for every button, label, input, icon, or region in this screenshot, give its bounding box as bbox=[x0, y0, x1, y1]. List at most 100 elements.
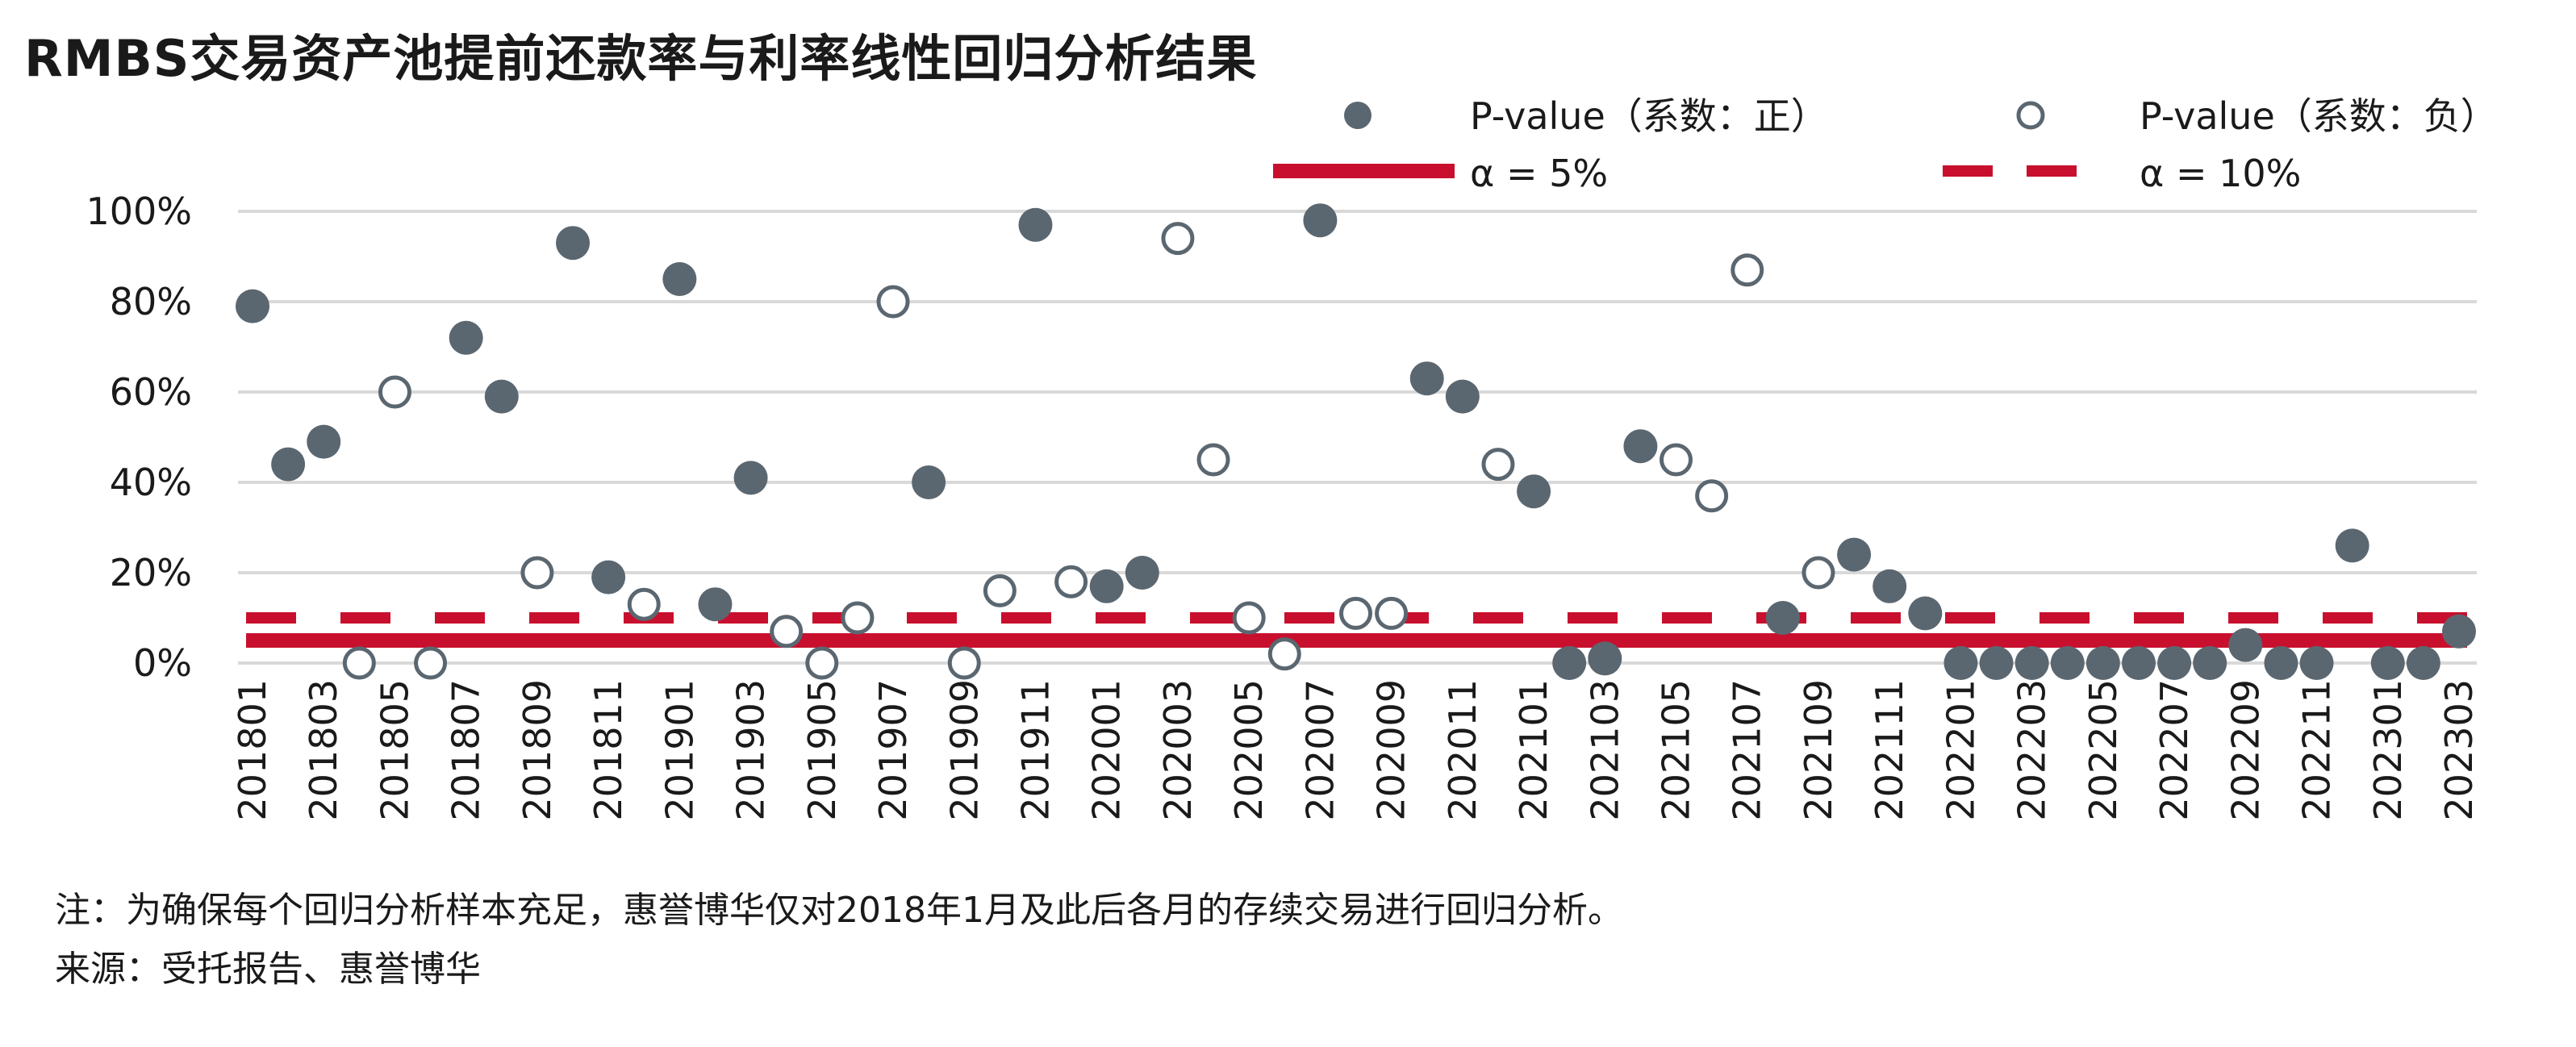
y-tick-label: 20% bbox=[110, 551, 192, 594]
point-positive bbox=[1125, 556, 1159, 590]
x-tick-label: 201807 bbox=[445, 679, 488, 821]
point-positive bbox=[1765, 601, 1800, 635]
y-tick-label: 80% bbox=[110, 280, 192, 323]
x-tick-label: 202109 bbox=[1797, 679, 1840, 821]
point-negative bbox=[342, 646, 376, 680]
point-positive bbox=[1979, 646, 2014, 680]
legend-positive-label: P-value（系数：正） bbox=[1470, 94, 1828, 138]
point-positive bbox=[1623, 429, 1658, 464]
x-tick-label: 201805 bbox=[373, 679, 416, 821]
x-tick-label: 201905 bbox=[800, 679, 844, 821]
x-tick-label: 201903 bbox=[729, 679, 773, 821]
point-positive bbox=[1908, 596, 1943, 631]
footnote: 注：为确保每个回归分析样本充足，惠誉博华仅对2018年1月及此后各月的存续交易进… bbox=[55, 890, 1623, 931]
legend: P-value（系数：正） P-value（系数：负） α = 5% α = 1… bbox=[1273, 94, 2498, 195]
data-points bbox=[236, 203, 2476, 680]
point-positive bbox=[591, 560, 626, 594]
point-negative bbox=[983, 574, 1017, 607]
x-tick-label: 202009 bbox=[1370, 679, 1413, 821]
point-negative bbox=[414, 646, 448, 680]
point-negative bbox=[947, 646, 981, 680]
point-negative bbox=[1339, 596, 1372, 630]
point-negative bbox=[1481, 448, 1515, 482]
x-tick-label: 201801 bbox=[231, 679, 274, 821]
chart-title: RMBS交易资产池提前还款率与利率线性回归分析结果 bbox=[24, 29, 1258, 88]
point-positive bbox=[1552, 646, 1587, 680]
point-positive bbox=[662, 262, 697, 296]
point-negative bbox=[841, 601, 875, 635]
point-positive bbox=[1943, 646, 1978, 680]
y-axis-labels: 0% 20% 40% 60% 80% 100% bbox=[86, 190, 192, 685]
y-tick-label: 60% bbox=[110, 370, 192, 414]
point-negative bbox=[770, 615, 804, 649]
point-negative bbox=[1196, 443, 1230, 477]
point-negative bbox=[1161, 222, 1195, 256]
point-positive bbox=[2085, 646, 2120, 680]
x-tick-label: 202005 bbox=[1227, 679, 1271, 821]
y-tick-label: 100% bbox=[86, 190, 192, 233]
x-tick-label: 202203 bbox=[2010, 679, 2054, 821]
legend-positive-marker bbox=[1344, 102, 1372, 129]
x-tick-label: 202209 bbox=[2223, 679, 2267, 821]
source-note: 来源：受托报告、惠誉博华 bbox=[55, 949, 481, 990]
point-negative bbox=[805, 646, 839, 680]
legend-alpha5-label: α = 5% bbox=[1470, 152, 1608, 195]
point-positive bbox=[2406, 646, 2440, 680]
point-positive bbox=[1409, 361, 1444, 396]
point-negative bbox=[876, 285, 910, 319]
x-tick-label: 201901 bbox=[658, 679, 701, 821]
point-positive bbox=[2193, 646, 2227, 680]
x-axis-labels: 201801 201803 201805 201807 201809 201811 2019… bbox=[231, 679, 2481, 821]
y-tick-label: 0% bbox=[133, 641, 192, 685]
point-positive bbox=[307, 424, 341, 459]
point-negative bbox=[1695, 479, 1729, 513]
point-positive bbox=[1837, 537, 1872, 572]
point-negative bbox=[1375, 596, 1409, 630]
x-tick-label: 201909 bbox=[942, 679, 986, 821]
legend-alpha10-label: α = 10% bbox=[2140, 152, 2301, 195]
legend-negative-marker bbox=[2016, 101, 2045, 130]
x-tick-label: 201911 bbox=[1013, 679, 1057, 821]
point-positive bbox=[556, 226, 591, 261]
point-negative bbox=[378, 375, 411, 409]
point-positive bbox=[2228, 628, 2263, 662]
point-positive bbox=[2014, 646, 2049, 680]
legend-negative-label: P-value（系数：负） bbox=[2140, 94, 2498, 138]
point-positive bbox=[2335, 528, 2369, 563]
x-tick-label: 201803 bbox=[302, 679, 345, 821]
point-negative bbox=[1232, 601, 1266, 635]
point-positive bbox=[449, 320, 483, 355]
point-positive bbox=[2264, 646, 2298, 680]
point-positive bbox=[1588, 641, 1622, 676]
x-tick-label: 202003 bbox=[1156, 679, 1200, 821]
x-tick-label: 202207 bbox=[2152, 679, 2196, 821]
x-tick-label: 202103 bbox=[1583, 679, 1626, 821]
x-tick-label: 201809 bbox=[516, 679, 559, 821]
x-tick-label: 202211 bbox=[2295, 679, 2339, 821]
x-tick-label: 201907 bbox=[871, 679, 915, 821]
point-positive bbox=[1873, 569, 1907, 603]
y-tick-label: 40% bbox=[110, 461, 192, 504]
point-negative bbox=[1802, 556, 1835, 590]
x-tick-label: 202105 bbox=[1655, 679, 1698, 821]
x-tick-label: 202107 bbox=[1726, 679, 1769, 821]
point-negative bbox=[1267, 637, 1301, 671]
point-positive bbox=[1089, 569, 1124, 603]
gridlines bbox=[238, 210, 2477, 665]
x-tick-label: 202301 bbox=[2366, 679, 2410, 821]
point-positive bbox=[2442, 614, 2476, 649]
point-positive bbox=[1018, 207, 1053, 242]
point-positive bbox=[1445, 379, 1480, 414]
x-tick-label: 202001 bbox=[1085, 679, 1129, 821]
point-negative bbox=[627, 587, 661, 621]
point-positive bbox=[2121, 646, 2156, 680]
x-tick-label: 201811 bbox=[587, 679, 630, 821]
point-positive bbox=[2157, 646, 2192, 680]
x-tick-label: 202201 bbox=[1939, 679, 1982, 821]
point-positive bbox=[912, 465, 946, 499]
point-negative bbox=[520, 556, 554, 590]
x-tick-label: 202101 bbox=[1512, 679, 1555, 821]
x-tick-label: 202111 bbox=[1868, 679, 1911, 821]
x-tick-label: 202011 bbox=[1441, 679, 1484, 821]
